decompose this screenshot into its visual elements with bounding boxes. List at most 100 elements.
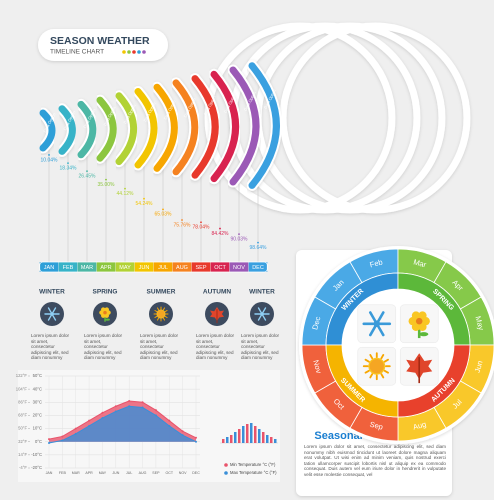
value-dot [219,227,221,230]
icon-ray [164,310,168,313]
value-label: 78.04% [193,225,211,231]
month-pill [229,262,249,272]
season-band [397,344,471,418]
y2-tick-label: 14°F [18,452,27,457]
value-dot [162,208,164,211]
value-label: 98.64% [250,245,268,251]
month-pill [191,262,211,272]
icon-leaf [419,332,429,337]
season-icon [210,307,224,324]
point [114,410,117,413]
month-label: Nov [311,359,323,374]
month-pill [115,262,135,272]
icon-ray [164,315,168,318]
value-label: 44.12% [117,191,135,197]
point [48,438,50,441]
y2-tick-label: 32°F [18,439,27,444]
value-dot [257,241,259,244]
icon-ray [383,358,389,363]
value-dot [86,170,88,173]
month-label: Dec [310,315,322,330]
bar [262,432,265,443]
season-label: WINTER [249,289,275,296]
y-tick-label: 10°C [33,426,42,431]
value-dot [181,219,183,221]
bar [270,437,273,443]
month-label: Sep [369,420,384,432]
quadrant-icon [408,311,430,339]
y-tick-label: -20°C [31,465,42,470]
y-tick-label: 20°C [33,413,42,418]
season-icon [153,306,169,322]
paragraph: Lorem ipsum dolor sit amet, consectetur … [31,333,70,361]
month-label: MAY [119,265,131,271]
month-pill [77,262,97,272]
x-tick-label: JUN [112,471,119,475]
value-dot [143,197,145,200]
month-pill [39,262,59,272]
quadrant-icon [406,353,433,384]
legend-swatch [224,463,228,467]
season-label: AUTUMN [203,289,231,296]
bar [222,439,225,443]
icon-ray [157,307,160,311]
month-label: Feb [369,257,384,269]
month-pill [210,262,230,272]
arc [58,105,76,155]
month-pill [153,262,173,272]
icon-ray [369,373,374,379]
x-tick-label: OCT [165,471,173,475]
point [181,434,184,437]
y2-tick-label: -4°F [19,465,27,470]
icon-leaf [105,318,110,321]
icon-ray [162,317,165,321]
season-label: SPRING [93,289,118,296]
season-icon [44,307,60,321]
month-label: JUN [139,265,150,271]
point [128,399,131,402]
point [61,435,64,438]
arc [191,75,219,179]
icon-sun [368,357,386,375]
value-label: 84.42% [212,231,230,237]
bar [274,439,277,443]
arc [248,62,280,189]
month-label: NOV [233,265,245,271]
icon-petal [101,307,106,312]
month-label: Jun [473,360,485,374]
point [195,440,197,443]
month-pill [96,262,116,272]
icon-center [103,310,107,315]
y2-tick-label: 122°F [16,373,28,378]
icon-ray [157,317,160,321]
x-tick-label: FEB [59,471,67,475]
value-label: 90.03% [231,236,249,242]
month-label: Mar [412,257,427,269]
value-label: 35.00% [98,182,116,188]
month-label: JAN [44,265,54,271]
x-tick-label: DEC [192,471,200,475]
paragraph: Lorem ipsum dolor sit amet, consectetur … [84,333,123,361]
value-dot [67,162,69,165]
icon-petal [104,313,109,318]
point [141,406,144,409]
month-pill [248,262,268,272]
value-label: 54.24% [136,201,154,207]
season-label: WINTER [39,289,65,296]
icon-petal [411,311,421,320]
point [101,411,104,414]
y-tick-label: 50°C [33,373,42,378]
arc [96,96,117,162]
x-tick-label: SEP [152,471,160,475]
arc [172,79,199,176]
point [74,432,77,435]
value-label: 26.45% [79,174,97,180]
month-label: DEC [252,265,264,271]
icon-ray [383,369,389,374]
legend-label: Max Temperature °C (°F) [230,470,277,475]
bar [266,435,269,443]
icon-sun [156,309,166,319]
point [101,417,104,420]
